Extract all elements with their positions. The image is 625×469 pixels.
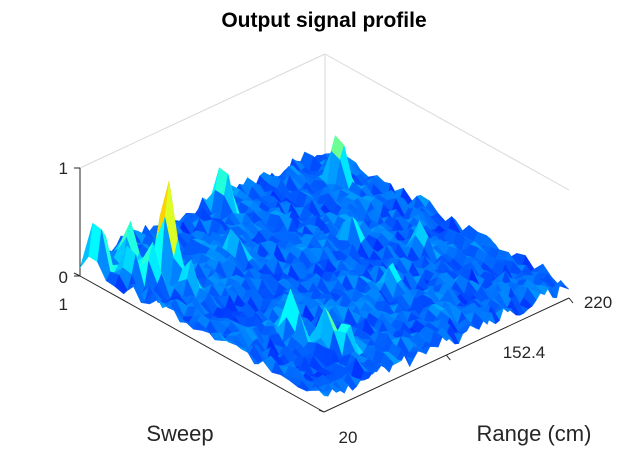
x-tick-label-mid: 152.4 [503, 343, 546, 362]
y-tick-mark-start [73, 272, 81, 277]
y-axis-line [79, 275, 325, 413]
box-edge-back-top-right [324, 53, 570, 191]
tick-marks [73, 167, 574, 413]
x-tick-mark-end [568, 297, 574, 304]
z-tick-label-max: 1 [59, 159, 68, 178]
z-tick-label-min: 0 [59, 268, 68, 287]
x-tick-label-end: 220 [584, 293, 612, 312]
x-axis-label: Range (cm) [477, 421, 592, 446]
x-tick-mark-mid [445, 354, 451, 361]
chart-title: Output signal profile [221, 9, 426, 32]
y-tick-label-start: 1 [59, 295, 68, 314]
box-edge-back-top-left [79, 53, 326, 169]
y-tick-mark-end [318, 409, 325, 413]
surface-patch [315, 386, 329, 397]
y-tick-label-end: 20 [339, 428, 358, 447]
y-axis-label: Sweep [146, 421, 213, 446]
surface-mesh [79, 135, 570, 397]
axes-box-back [79, 53, 570, 276]
